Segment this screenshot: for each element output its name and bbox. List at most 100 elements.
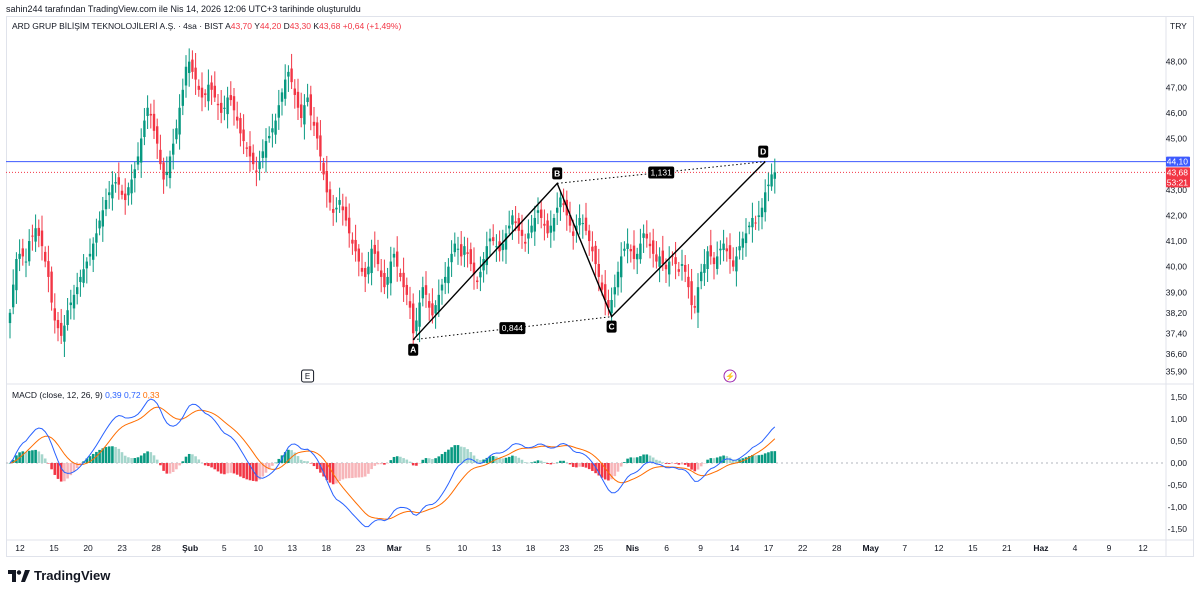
macd-hist-bar: [629, 457, 633, 463]
candle-body: [690, 281, 693, 306]
candle-body: [351, 239, 354, 244]
macd-hist-bar: [395, 456, 399, 463]
macd-hist-bar: [533, 461, 537, 463]
macd-hist-bar: [687, 463, 690, 467]
macd-tick-label: -0,50: [1168, 480, 1188, 490]
macd-hist-bar: [479, 460, 482, 463]
macd-hist-bar: [251, 463, 255, 481]
time-tick-label: 12: [1138, 543, 1148, 553]
macd-hist-bar: [546, 463, 549, 464]
macd-hist-bar: [597, 463, 601, 476]
candle-body: [584, 217, 588, 231]
price-tick-label: 35,90: [1166, 367, 1188, 377]
candle-body: [124, 193, 127, 201]
macd-line: [9, 398, 776, 528]
macd-value: 0,39: [105, 390, 122, 400]
candle-body: [668, 261, 671, 275]
macd-hist-bar: [27, 450, 31, 463]
candle-body: [204, 93, 207, 95]
macd-hist-bar: [517, 457, 521, 463]
candle-body: [504, 233, 508, 250]
close-value: 43,68: [319, 21, 341, 31]
candle-body: [552, 217, 556, 232]
macd-hist-bar: [91, 453, 95, 463]
macd-hist-bar: [706, 459, 709, 463]
currency-label[interactable]: TRY: [1170, 21, 1187, 31]
macd-hist-bar: [11, 459, 15, 463]
candle-body: [770, 174, 773, 187]
tradingview-logo[interactable]: TradingView: [8, 568, 110, 583]
candle-body: [236, 116, 239, 121]
earnings-marker-label: E: [305, 372, 310, 381]
candle-body: [674, 257, 677, 265]
macd-hist-bar: [120, 452, 124, 463]
macd-hist-bar: [328, 463, 332, 483]
macd-hist-bar: [763, 453, 767, 463]
candle-body: [524, 241, 527, 244]
macd-hist-bar: [168, 463, 172, 474]
macd-hist-bar: [152, 455, 156, 463]
candle-body: [268, 135, 271, 139]
candle-body: [133, 169, 136, 179]
macd-hist-bar: [322, 463, 325, 477]
time-tick-label: 23: [560, 543, 570, 553]
macd-hist-bar: [50, 463, 53, 470]
macd-hist-bar: [418, 463, 421, 464]
macd-hist-bar: [501, 458, 505, 463]
price-tick-label: 43,00: [1166, 185, 1188, 195]
candle-body: [178, 107, 181, 135]
time-tick-label: 10: [458, 543, 468, 553]
candle-body: [92, 243, 95, 260]
symbol-name[interactable]: ARD GRUP BİLİŞİM TEKNOLOJİLERİ A.Ş. · 4s…: [12, 21, 224, 31]
macd-histogram: [8, 445, 777, 485]
candle-body: [319, 135, 322, 157]
candle-body: [754, 222, 757, 224]
macd-hist-bar: [159, 463, 162, 466]
macd-hist-bar: [591, 463, 594, 471]
macd-hist-bar: [699, 463, 703, 467]
candle-body: [536, 210, 540, 213]
candle-body: [101, 210, 104, 227]
candle-body: [549, 225, 552, 233]
candle-body: [623, 248, 626, 251]
candle-body: [680, 264, 684, 266]
macd-hist-bar: [674, 463, 677, 464]
candle-body: [15, 258, 18, 291]
macd-hist-bar: [223, 463, 226, 475]
candle-body: [709, 245, 712, 257]
macd-hist-bar: [66, 463, 69, 479]
price-tick-label: 41,00: [1166, 236, 1188, 246]
candle-body: [296, 91, 300, 108]
macd-signal-line: [9, 406, 776, 520]
macd-hist-bar: [680, 463, 684, 465]
candle-body: [53, 308, 56, 321]
candle-body: [284, 79, 287, 99]
symbol-legend: ARD GRUP BİLİŞİM TEKNOLOJİLERİ A.Ş. · 4s…: [12, 21, 401, 31]
macd-hist-bar: [187, 453, 191, 463]
macd-hist-bar: [267, 463, 271, 470]
macd-tick-label: 0,50: [1170, 436, 1187, 446]
candles: [8, 48, 776, 358]
candle-body: [767, 184, 770, 187]
candle-body: [344, 206, 348, 221]
candle-body: [741, 238, 744, 248]
macd-title[interactable]: MACD (close, 12, 26, 9): [12, 390, 103, 400]
macd-hist-bar: [143, 453, 146, 463]
macd-hist-bar: [360, 463, 364, 478]
macd-hist-bar: [155, 459, 159, 463]
macd-hist-bar: [463, 447, 466, 463]
candle-body: [642, 233, 645, 238]
open-label: A: [225, 21, 231, 31]
macd-hist-bar: [719, 456, 722, 463]
macd-hist-bar: [511, 455, 514, 463]
candle-body: [677, 269, 680, 272]
candle-body: [735, 256, 738, 272]
candle-body: [69, 302, 72, 306]
candle-body: [421, 287, 424, 299]
candle-body: [511, 215, 514, 225]
price-level-badge: [1166, 156, 1190, 167]
macd-hist-bar: [587, 463, 591, 470]
candle-body: [47, 261, 50, 277]
time-tick-label: Mar: [387, 543, 403, 553]
